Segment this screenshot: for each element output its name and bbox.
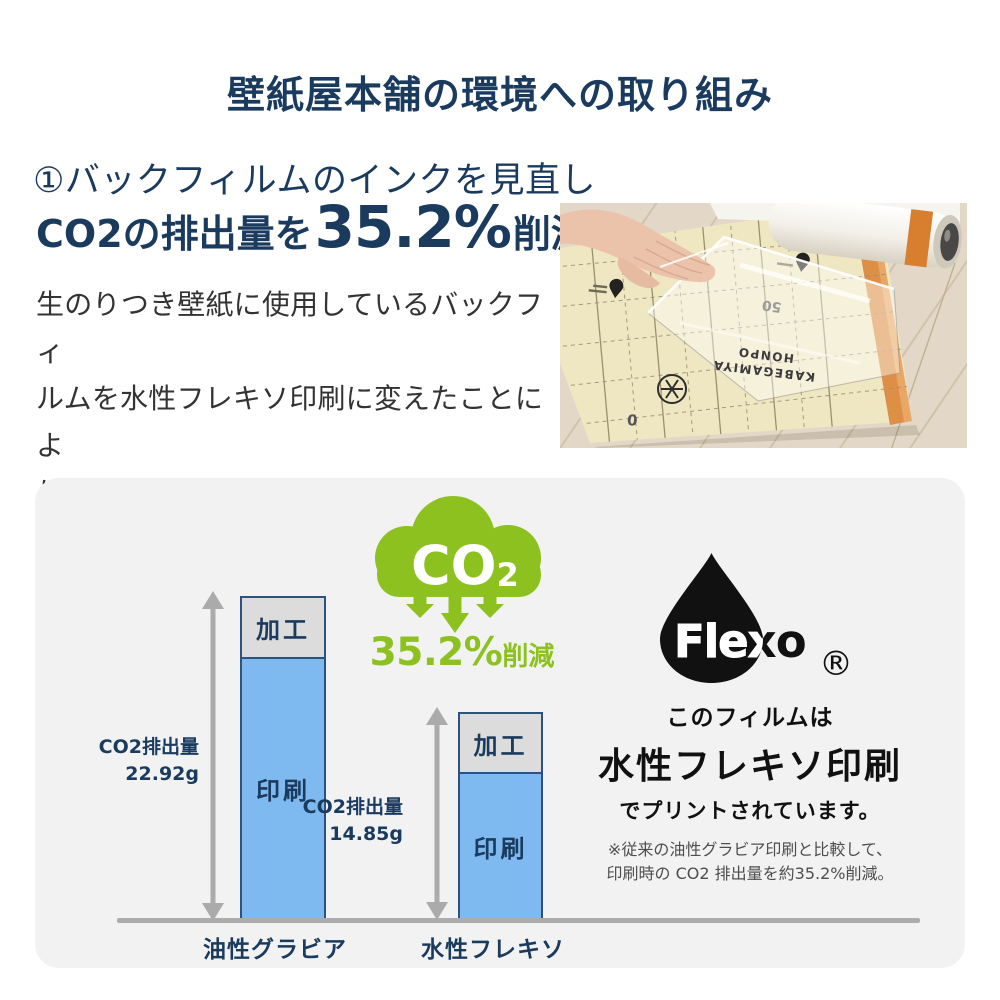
headline-percent: 35.2% <box>314 193 512 261</box>
sheet-drop-logo <box>588 278 624 299</box>
hand <box>560 209 729 289</box>
co2-reduction-headline: CO2の排出量を 35.2% 削減 <box>36 198 589 258</box>
segment-label: 加工 <box>473 731 528 760</box>
film-circle-mark <box>657 374 687 404</box>
total-caption: CO2排出量 <box>302 796 403 818</box>
segment-label: 加工 <box>256 616 310 644</box>
sheet-number: 50 <box>761 296 783 315</box>
reduction-callout: 35.2% 削減 <box>333 630 591 675</box>
flexo-drop-icon <box>660 553 763 683</box>
headline-prefix: CO2の排出量を <box>36 212 313 256</box>
segment-label: 印刷 <box>256 777 310 805</box>
category-label-oil-gravure: 油性グラビア <box>203 937 347 963</box>
bar-water-flexo: 加工 印刷 <box>458 712 543 920</box>
flexo-logo: Flexo Flexo ® <box>660 553 853 684</box>
registered-trademark-icon: ® <box>819 644 853 684</box>
flexo-wordmark-outer: Flexo <box>674 615 806 668</box>
bar2-segment-processing: 加工 <box>460 714 541 774</box>
footnote-line: 印刷時の CO2 排出量を約35.2%削減。 <box>606 864 894 883</box>
comparison-panel: 加工 印刷 CO2排出量 22.92g <box>35 478 965 968</box>
co2-cloud-icon: CO2 <box>375 496 541 633</box>
section-heading: ①バックフィルムのインクを見直し <box>33 161 596 201</box>
flexo-wordmark-inner: Flexo <box>674 615 806 668</box>
photo-illustration: 0 10 50 <box>560 203 967 448</box>
intro-line: ルムを水性フレキソ印刷に変えたことによ <box>36 382 544 462</box>
total-value: 14.85g <box>329 823 403 845</box>
measure-arrow-icon <box>426 707 448 920</box>
bar2-segment-printing: 印刷 <box>460 774 541 918</box>
footnote-line: ※従来の油性グラビア印刷と比較して、 <box>607 840 893 859</box>
bar-oil-gravure: 加工 印刷 <box>240 596 326 920</box>
measure-arrow-icon <box>202 591 224 921</box>
bar1-segment-printing: 印刷 <box>242 659 324 918</box>
page-title: 壁紙屋本舗の環境への取り組み <box>226 73 773 117</box>
flexo-caption-block: このフィルムは 水性フレキソ印刷 でプリントされています。 ※従来の油性グラビア… <box>540 698 960 886</box>
product-photo: 0 10 50 <box>560 203 967 448</box>
cloud-co2-text: CO2 <box>411 534 519 597</box>
flexo-caption-main: 水性フレキソ印刷 <box>597 746 902 787</box>
flexo-caption-bottom: でプリントされています。 <box>619 799 881 823</box>
film-text-brand2: HONPO <box>737 345 795 366</box>
flexo-caption-top: このフィルムは <box>666 705 834 731</box>
wallpaper-roll <box>768 203 962 269</box>
sheet-number: 0 <box>626 410 638 429</box>
category-label-water-flexo: 水性フレキソ <box>421 937 565 963</box>
flexo-footnote: ※従来の油性グラビア印刷と比較して、 印刷時の CO2 排出量を約35.2%削減… <box>540 838 960 886</box>
total-caption: CO2排出量 <box>98 736 199 758</box>
bar2-total-label: CO2排出量 14.85g <box>267 794 403 848</box>
bar1-total-label: CO2排出量 22.92g <box>63 734 199 788</box>
reduction-suffix: 削減 <box>502 642 555 672</box>
sheet-orange-edge-inner <box>854 214 904 425</box>
segment-label: 印刷 <box>473 834 528 863</box>
chart-baseline-axis <box>117 918 920 923</box>
reduction-percent: 35.2% <box>369 630 503 675</box>
sheet-shadow <box>594 425 920 448</box>
total-value: 22.92g <box>125 763 199 785</box>
bar1-segment-processing: 加工 <box>242 598 324 659</box>
intro-line: 生のりつき壁紙に使用しているバックフィ <box>36 288 544 368</box>
